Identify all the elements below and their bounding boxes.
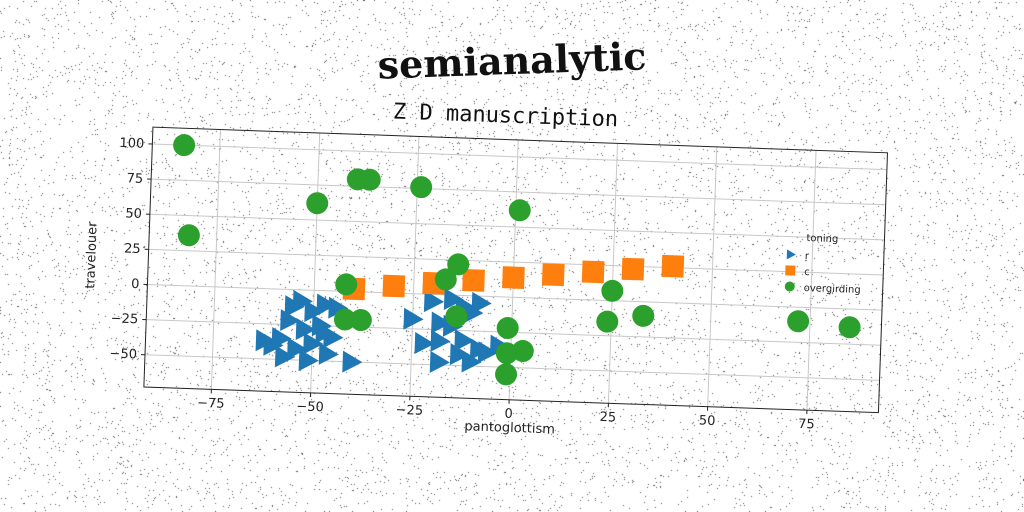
- data-point-overgirding: [496, 316, 519, 339]
- data-point-c: [502, 266, 525, 289]
- data-point-r: [280, 309, 301, 332]
- data-point-overgirding: [358, 168, 381, 191]
- legend-label-c: c: [804, 267, 810, 278]
- axis-ticks: −75 −50 −25 0 25 50 75 −50 −25 0 25 50 75 100: [109, 136, 815, 433]
- x-tick-label: −25: [395, 403, 423, 419]
- data-point-r: [423, 290, 445, 313]
- x-tick-label: −75: [197, 396, 225, 412]
- x-tick-label: 0: [504, 407, 513, 422]
- x-tick-label: 50: [699, 413, 716, 429]
- legend-title: toning: [806, 233, 838, 245]
- data-point-r: [430, 329, 451, 352]
- data-point-overgirding: [349, 309, 372, 332]
- y-tick-label: −25: [111, 311, 139, 327]
- data-point-r: [403, 307, 424, 330]
- y-gridline: [152, 143, 887, 171]
- data-point-c: [581, 260, 605, 284]
- data-point-r: [318, 342, 339, 365]
- y-gridline: [147, 283, 883, 311]
- legend-marker-overgirding: [784, 281, 795, 292]
- data-point-r: [454, 329, 475, 352]
- legend-label-r: r: [805, 251, 810, 262]
- x-tick-label: 75: [798, 417, 815, 433]
- data-point-r: [342, 350, 363, 373]
- x-axis-label: pantoglottism: [464, 419, 555, 437]
- data-point-overgirding: [447, 253, 470, 276]
- data-point-r: [316, 293, 337, 316]
- data-point-r: [443, 288, 465, 311]
- data-point-r: [298, 349, 319, 372]
- data-point-r: [255, 329, 276, 352]
- data-point-r: [304, 300, 325, 323]
- data-point-c: [541, 263, 565, 287]
- y-tick-label: 0: [131, 277, 140, 292]
- data-point-overgirding: [838, 316, 861, 339]
- data-point-r: [414, 332, 435, 355]
- data-point-r: [315, 321, 336, 344]
- data-point-r: [477, 341, 498, 364]
- data-point-r: [303, 332, 324, 355]
- data-point-c: [382, 274, 406, 298]
- y-gridline: [149, 213, 885, 241]
- data-point-overgirding: [632, 304, 655, 327]
- y-axis-label: travelouer: [83, 221, 100, 289]
- data-point-overgirding: [335, 273, 358, 296]
- data-point-overgirding: [434, 268, 457, 291]
- legend-marker-c: [785, 265, 796, 276]
- x-gridline: [707, 146, 718, 407]
- x-gridline: [310, 132, 321, 393]
- data-point-c: [462, 269, 485, 292]
- plot-frame: [143, 126, 889, 414]
- data-marks: [173, 134, 861, 386]
- x-gridline: [607, 143, 618, 404]
- x-tick-label: 25: [599, 410, 616, 426]
- legend: toning rc overgirding: [784, 233, 861, 296]
- x-gridline: [409, 136, 420, 397]
- y-tick-label: 100: [119, 136, 144, 152]
- data-point-overgirding: [787, 310, 810, 333]
- data-point-r: [274, 345, 296, 368]
- data-point-overgirding: [445, 305, 468, 328]
- legend-marker-r: [786, 249, 796, 260]
- data-point-overgirding: [508, 199, 531, 222]
- data-point-overgirding: [173, 134, 196, 157]
- y-tick-label: 25: [124, 242, 141, 258]
- data-point-c: [621, 257, 645, 281]
- data-point-r: [461, 350, 482, 373]
- data-point-overgirding: [495, 363, 518, 386]
- data-point-r: [292, 289, 313, 312]
- data-point-overgirding: [410, 176, 433, 199]
- y-tick-label: 75: [126, 171, 143, 187]
- chart-title: Z D manuscription: [393, 100, 619, 133]
- y-tick-label: 50: [125, 206, 142, 222]
- data-point-r: [431, 311, 452, 334]
- data-point-r: [471, 291, 492, 314]
- data-point-overgirding: [596, 310, 619, 333]
- data-point-r: [295, 318, 316, 341]
- data-point-overgirding: [333, 308, 356, 331]
- x-tick-label: −50: [296, 399, 324, 415]
- data-point-c: [661, 254, 685, 278]
- data-point-overgirding: [601, 279, 624, 302]
- x-gridline: [210, 129, 221, 390]
- data-point-r: [328, 296, 349, 319]
- data-point-r: [449, 343, 471, 366]
- y-gridline: [151, 178, 886, 206]
- data-point-overgirding: [306, 192, 329, 215]
- data-point-r: [429, 350, 450, 373]
- data-point-overgirding: [511, 340, 534, 363]
- legend-label-overgirding: overgirding: [804, 283, 861, 296]
- y-tick-label: −50: [109, 346, 137, 362]
- y-gridline: [148, 248, 884, 276]
- data-point-overgirding: [177, 224, 200, 247]
- data-point-r: [287, 337, 308, 360]
- x-gridline: [806, 150, 817, 411]
